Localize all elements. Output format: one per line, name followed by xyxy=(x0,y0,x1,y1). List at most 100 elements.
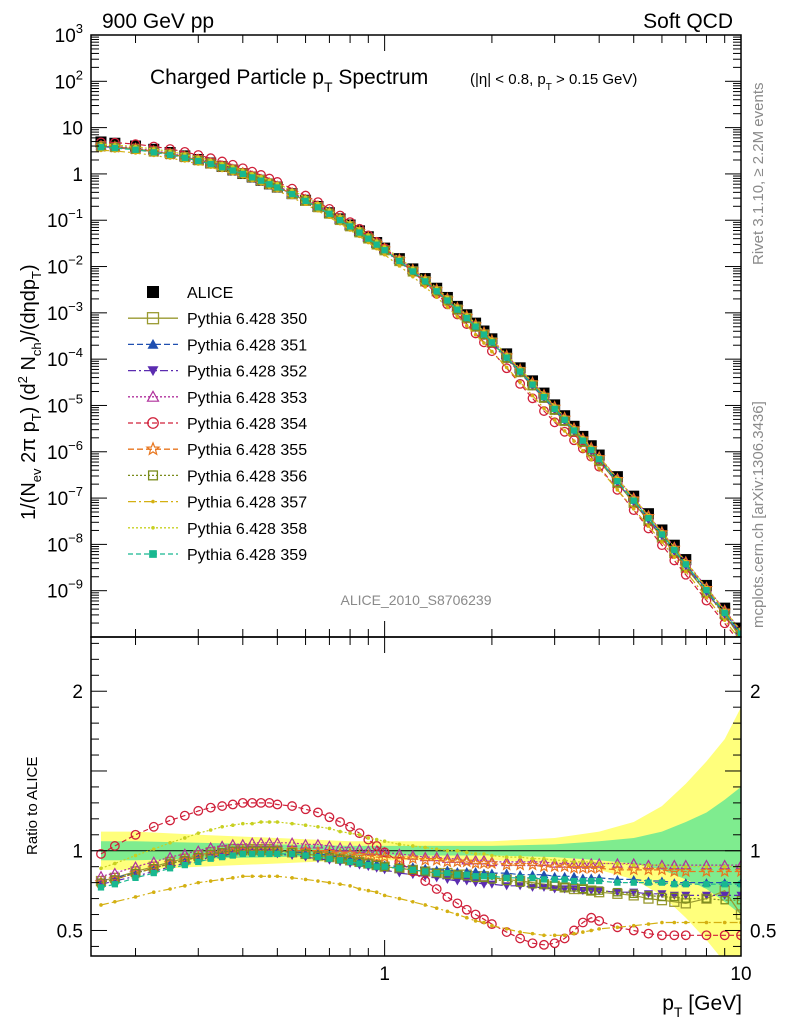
series-4-ratio-point xyxy=(164,851,176,862)
main-panel: 10310210110−110−210−310−410−510−610−710−… xyxy=(47,21,742,638)
series-8-point xyxy=(615,488,620,492)
series-8-point xyxy=(423,285,428,289)
series-10-ratio-point xyxy=(529,874,536,881)
series-9-ratio-point xyxy=(327,826,332,831)
series-10-point xyxy=(195,157,202,165)
series-4-ratio-point xyxy=(323,840,335,851)
series-10-ratio-point xyxy=(596,877,603,885)
series-4-ratio-point xyxy=(568,857,580,868)
series-9-ratio-point xyxy=(357,832,362,837)
legend-label: ALICE xyxy=(187,285,233,302)
series-8-ratio-point xyxy=(241,874,245,879)
series-8-point xyxy=(646,524,651,528)
series-8-ratio-point xyxy=(542,933,546,938)
series-4-ratio-point xyxy=(735,859,741,870)
header-left: 900 GeV pp xyxy=(102,10,214,33)
series-7-ratio-point xyxy=(560,883,569,892)
main-title-cut-text: (|η| < 0.8, p xyxy=(470,71,546,88)
series-9-ratio-point xyxy=(366,836,371,840)
series-10-point xyxy=(314,204,322,211)
series-7-ratio-point xyxy=(670,892,679,902)
legend-label: Pythia 6.428 355 xyxy=(187,442,307,459)
series-8-point xyxy=(672,555,677,560)
series-10-point xyxy=(579,437,587,444)
legend-label: Pythia 6.428 353 xyxy=(187,390,307,407)
series-10-point xyxy=(229,167,236,174)
series-10-ratio-point xyxy=(658,879,666,886)
series-8-point xyxy=(530,393,535,398)
series-5-ratio-point xyxy=(515,933,526,944)
series-10-ratio-point xyxy=(551,876,558,883)
series-4-ratio-point xyxy=(179,848,191,859)
series-9-ratio-point xyxy=(397,842,402,847)
series-4-ratio-point xyxy=(668,859,680,870)
series-8-ratio-point xyxy=(183,884,187,888)
series-5-point xyxy=(569,435,579,446)
series-10-ratio-point xyxy=(396,865,403,872)
y-tick-label: 10−7 xyxy=(47,484,83,510)
series-8-point xyxy=(722,618,727,622)
series-8-ratio-point xyxy=(259,874,263,879)
series-4-ratio-point xyxy=(344,841,356,852)
series-8-point xyxy=(597,466,601,471)
series-9-ratio-point xyxy=(482,852,486,856)
series-8-ratio-point xyxy=(113,899,117,904)
y-tick-label: 1 xyxy=(72,165,83,186)
series-6-ratio-point xyxy=(718,864,732,878)
series-10-point xyxy=(302,197,309,205)
series-4-ratio-point xyxy=(130,860,142,871)
series-4-ratio-point xyxy=(95,870,107,881)
series-10-point xyxy=(274,184,281,191)
series-7-ratio-point xyxy=(594,886,604,895)
series-9-ratio-point xyxy=(423,845,428,850)
series-9-ratio-point xyxy=(290,821,294,826)
series-8-point xyxy=(504,365,509,370)
series-6-ratio-point xyxy=(322,845,336,858)
analysis-id: ALICE_2010_S8706239 xyxy=(340,592,491,608)
series-4-ratio-point xyxy=(593,857,605,868)
series-9-ratio-point xyxy=(99,866,103,871)
series-5-point xyxy=(612,484,623,495)
series-10-point xyxy=(682,561,689,568)
series-9-ratio-point xyxy=(303,823,308,828)
series-8-point xyxy=(631,507,636,511)
series-7-ratio-point xyxy=(657,892,667,902)
series-9-ratio-point xyxy=(208,828,213,832)
series-9-ratio-point xyxy=(348,831,352,835)
series-5-ratio-point xyxy=(287,801,298,811)
series-8-ratio-point xyxy=(646,922,651,926)
series-8-ratio-point xyxy=(581,930,585,934)
series-8-ratio-point xyxy=(464,915,469,920)
series-10-point xyxy=(239,170,246,178)
series-5-ratio-point xyxy=(300,804,311,815)
series-9-ratio-point xyxy=(464,850,469,855)
series-9-ratio-point xyxy=(646,863,651,867)
series-8-ratio-point xyxy=(455,912,460,917)
series-8-ratio-point xyxy=(366,888,371,893)
series-10-point xyxy=(288,190,296,198)
series-10-ratio-point xyxy=(703,881,710,888)
series-6-ratio-point xyxy=(627,863,641,876)
series-9-ratio-point xyxy=(562,858,567,863)
series-10-ratio-point xyxy=(302,852,309,859)
series-6-ratio-point xyxy=(537,859,551,873)
legend-item: Pythia 6.428 354 xyxy=(128,416,307,433)
series-9-ratio-point xyxy=(113,861,117,866)
series-2-ratio-point xyxy=(471,866,481,876)
series-8-ratio-point xyxy=(290,876,294,880)
series-8-ratio-point xyxy=(196,880,201,885)
series-3-ratio-point xyxy=(612,888,622,897)
series-10-point xyxy=(444,297,451,304)
series-5-point xyxy=(559,426,570,437)
series-10-ratio-point xyxy=(516,874,524,881)
y-tick-label: 10−2 xyxy=(47,253,83,279)
syst-band xyxy=(101,707,741,956)
series-9-ratio-point xyxy=(597,861,601,866)
series-5-ratio-point xyxy=(701,930,712,941)
series-8-point xyxy=(562,429,567,433)
series-8-ratio-point xyxy=(338,882,342,887)
series-8-point xyxy=(518,380,522,384)
series-10-point xyxy=(721,609,728,617)
series-10-point xyxy=(480,331,488,338)
series-10-point xyxy=(561,416,568,423)
